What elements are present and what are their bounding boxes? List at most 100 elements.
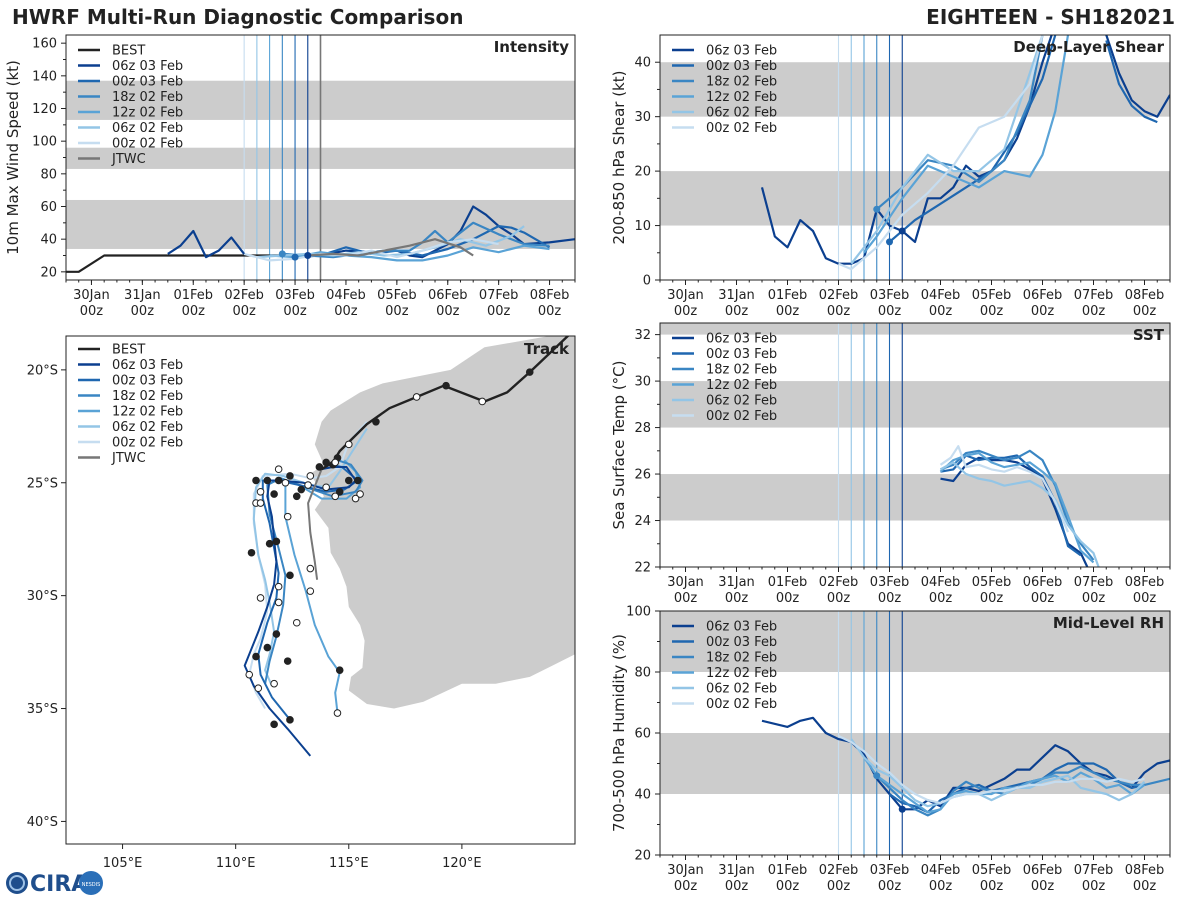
- y-tick-label: 20: [634, 849, 651, 864]
- series-line-00z-03-feb: [888, 762, 1145, 814]
- series-line-00z-03-feb: [295, 225, 551, 259]
- init-point-marker: [304, 252, 312, 259]
- y-tick-label: 100: [32, 135, 57, 150]
- shaded-band: [660, 323, 1170, 335]
- legend-entry: 06z 02 Feb: [112, 420, 183, 435]
- logo-text: CIRA: [30, 872, 88, 897]
- x-tick-day: 06Feb: [1023, 288, 1063, 303]
- x-tick-hour: 00z: [674, 879, 698, 894]
- x-tick-hour: 00z: [1031, 879, 1055, 894]
- track-marker-12z: [322, 483, 330, 492]
- x-tick-day: 01Feb: [173, 288, 213, 303]
- legend-entry: 06z 02 Feb: [706, 394, 777, 409]
- init-point-marker: [898, 227, 906, 235]
- series-line-06z-02-feb: [939, 461, 1100, 567]
- track-marker-12z: [306, 587, 315, 595]
- track-marker-00z: [274, 476, 283, 485]
- x-tick-hour: 00z: [1082, 304, 1106, 319]
- track-marker-12z: [245, 670, 254, 679]
- shear-panel: 01020304030Jan00z31Jan00z01Feb00z02Feb00…: [610, 34, 1171, 319]
- x-tick-hour: 00z: [878, 304, 902, 319]
- x-tick-hour: 00z: [283, 304, 307, 319]
- legend-entry: 00z 03 Feb: [706, 59, 777, 74]
- x-tick-day: 06Feb: [1023, 575, 1063, 590]
- legend-entry: 06z 03 Feb: [112, 358, 183, 373]
- track-marker-00z: [286, 571, 294, 580]
- x-tick-day: 05Feb: [972, 288, 1012, 303]
- track-marker-12z: [306, 472, 315, 480]
- series-line-00z-02-feb: [939, 445, 1070, 533]
- legend-entry: JTWC: [111, 451, 146, 466]
- x-tick-day: 31Jan: [718, 575, 755, 590]
- lat-tick-label: 25°S: [27, 476, 58, 491]
- x-tick-hour: 00z: [1082, 591, 1106, 606]
- x-tick-hour: 00z: [776, 879, 800, 894]
- legend-entry: 00z 03 Feb: [112, 374, 183, 389]
- x-tick-day: 01Feb: [768, 575, 808, 590]
- legend-entry: 06z 02 Feb: [706, 682, 777, 697]
- legend-entry: 06z 03 Feb: [112, 59, 183, 74]
- x-tick-hour: 00z: [980, 591, 1004, 606]
- x-tick-hour: 00z: [929, 304, 953, 319]
- track-marker-00z: [292, 492, 301, 501]
- x-tick-day: 08Feb: [1125, 288, 1165, 303]
- legend-entry: 12z 02 Feb: [706, 90, 777, 105]
- track-marker-12z: [254, 684, 263, 693]
- legend-entry: 00z 02 Feb: [706, 697, 777, 712]
- track-marker-12z: [351, 494, 360, 503]
- nesdis-seal-text: NESDIS: [82, 882, 101, 888]
- legend-entry: 12z 02 Feb: [706, 378, 777, 393]
- x-tick-hour: 00z: [334, 304, 358, 319]
- series-line-06z-03-feb: [761, 716, 1170, 811]
- legend-entry: 18z 02 Feb: [112, 90, 183, 105]
- x-tick-hour: 00z: [1082, 879, 1106, 894]
- x-tick-hour: 00z: [131, 304, 155, 319]
- y-tick-label: 120: [32, 102, 57, 117]
- lon-tick-label: 110°E: [216, 856, 256, 871]
- shaded-band: [660, 474, 1170, 521]
- track-marker-00z: [322, 458, 330, 467]
- legend-entry: 00z 03 Feb: [706, 347, 777, 362]
- x-tick-hour: 00z: [80, 304, 104, 319]
- x-tick-day: 04Feb: [921, 575, 961, 590]
- x-tick-day: 07Feb: [1074, 863, 1114, 878]
- series-line-12z-02-feb: [269, 244, 550, 262]
- series-line-best: [66, 254, 308, 273]
- y-tick-label: 30: [634, 375, 651, 390]
- track-marker-00z: [344, 476, 353, 485]
- x-tick-hour: 00z: [878, 591, 902, 606]
- x-tick-day: 04Feb: [921, 863, 961, 878]
- init-point-marker: [873, 772, 881, 780]
- lat-tick-label: 35°S: [27, 702, 58, 717]
- y-tick-label: 80: [634, 666, 651, 681]
- x-tick-hour: 00z: [232, 304, 256, 319]
- australia-landmass: [310, 336, 575, 709]
- y-tick-label: 20: [40, 265, 57, 280]
- x-tick-hour: 00z: [827, 879, 851, 894]
- x-tick-hour: 00z: [1133, 304, 1157, 319]
- x-tick-day: 31Jan: [718, 863, 755, 878]
- track-marker-12z: [274, 465, 283, 474]
- x-tick-day: 02Feb: [819, 863, 859, 878]
- series-line-00z-02-feb: [243, 238, 499, 262]
- legend-entry: BEST: [112, 343, 145, 358]
- series-line-06z-02-feb: [850, 738, 1146, 808]
- legend-entry: 06z 02 Feb: [112, 121, 183, 136]
- sst-panel: 22242628303230Jan00z31Jan00z01Feb00z02Fe…: [610, 322, 1171, 606]
- legend-entry: 06z 03 Feb: [706, 44, 777, 59]
- shaded-band: [660, 62, 1170, 117]
- x-tick-hour: 00z: [929, 879, 953, 894]
- series-line-06z-03-feb: [1105, 35, 1170, 118]
- cira-logo: CIRA NESDIS: [6, 871, 103, 897]
- x-tick-day: 08Feb: [1125, 575, 1165, 590]
- track-marker-00z: [272, 630, 281, 638]
- x-tick-hour: 00z: [1031, 304, 1055, 319]
- x-tick-hour: 00z: [674, 304, 698, 319]
- track-marker-00z: [252, 652, 260, 661]
- x-tick-hour: 00z: [827, 304, 851, 319]
- y-tick-label: 40: [634, 56, 651, 71]
- track-panel: 105°E 110°E 115°E 120°E 20°S 25°S 30°S 35°S 40°S…: [27, 335, 576, 871]
- x-tick-day: 31Jan: [718, 288, 755, 303]
- y-tick-label: 80: [40, 167, 57, 182]
- track-marker-00z: [272, 537, 281, 546]
